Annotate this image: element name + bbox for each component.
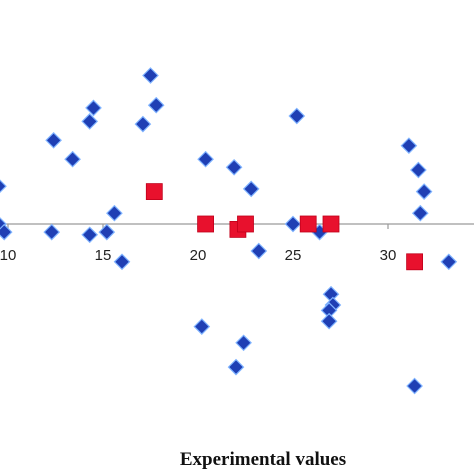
diamond-point — [85, 99, 102, 117]
x-axis-ticks: 10 15 20 25 30 — [0, 224, 396, 264]
square-point — [145, 183, 163, 201]
diamond-point — [0, 223, 13, 241]
diamond-point — [43, 223, 61, 241]
diamond-point — [147, 96, 165, 114]
diamond-point — [98, 223, 116, 241]
diamond-point — [242, 180, 260, 198]
diamond-point — [64, 150, 81, 168]
diamond-point — [113, 253, 131, 271]
diamond-point — [410, 161, 427, 179]
diamond-point — [81, 113, 99, 130]
square-point — [322, 215, 340, 233]
diamond-point — [134, 115, 152, 133]
diamond-point — [400, 137, 418, 155]
data-points — [0, 67, 458, 395]
square-point — [406, 253, 424, 271]
x-tick-label: 15 — [95, 247, 112, 264]
x-tick-label: 25 — [285, 247, 302, 264]
diamond-point — [415, 183, 433, 200]
x-tick-label: 10 — [0, 247, 16, 264]
diamond-point — [411, 204, 429, 222]
x-tick-label: 30 — [380, 247, 397, 264]
diamond-point — [197, 150, 214, 168]
x-tick-label: 20 — [190, 247, 207, 264]
diamond-point — [81, 226, 99, 244]
diamond-point — [0, 179, 7, 194]
square-point — [237, 215, 254, 233]
diamond-point — [227, 358, 245, 376]
diamond-point — [106, 204, 123, 222]
diamond-point — [320, 312, 338, 330]
diamond-point — [45, 131, 62, 149]
diamond-point — [440, 253, 458, 271]
diamond-point — [193, 318, 211, 335]
diamond-point — [250, 242, 268, 260]
square-point — [299, 215, 317, 233]
x-axis-title: Experimental values — [180, 449, 346, 470]
diamond-point — [288, 107, 306, 125]
diamond-point — [225, 158, 243, 176]
diamond-point — [235, 334, 252, 352]
square-point — [197, 215, 215, 233]
diamond-point — [284, 215, 302, 233]
diamond-point — [142, 67, 159, 84]
diamond-point — [406, 377, 423, 395]
